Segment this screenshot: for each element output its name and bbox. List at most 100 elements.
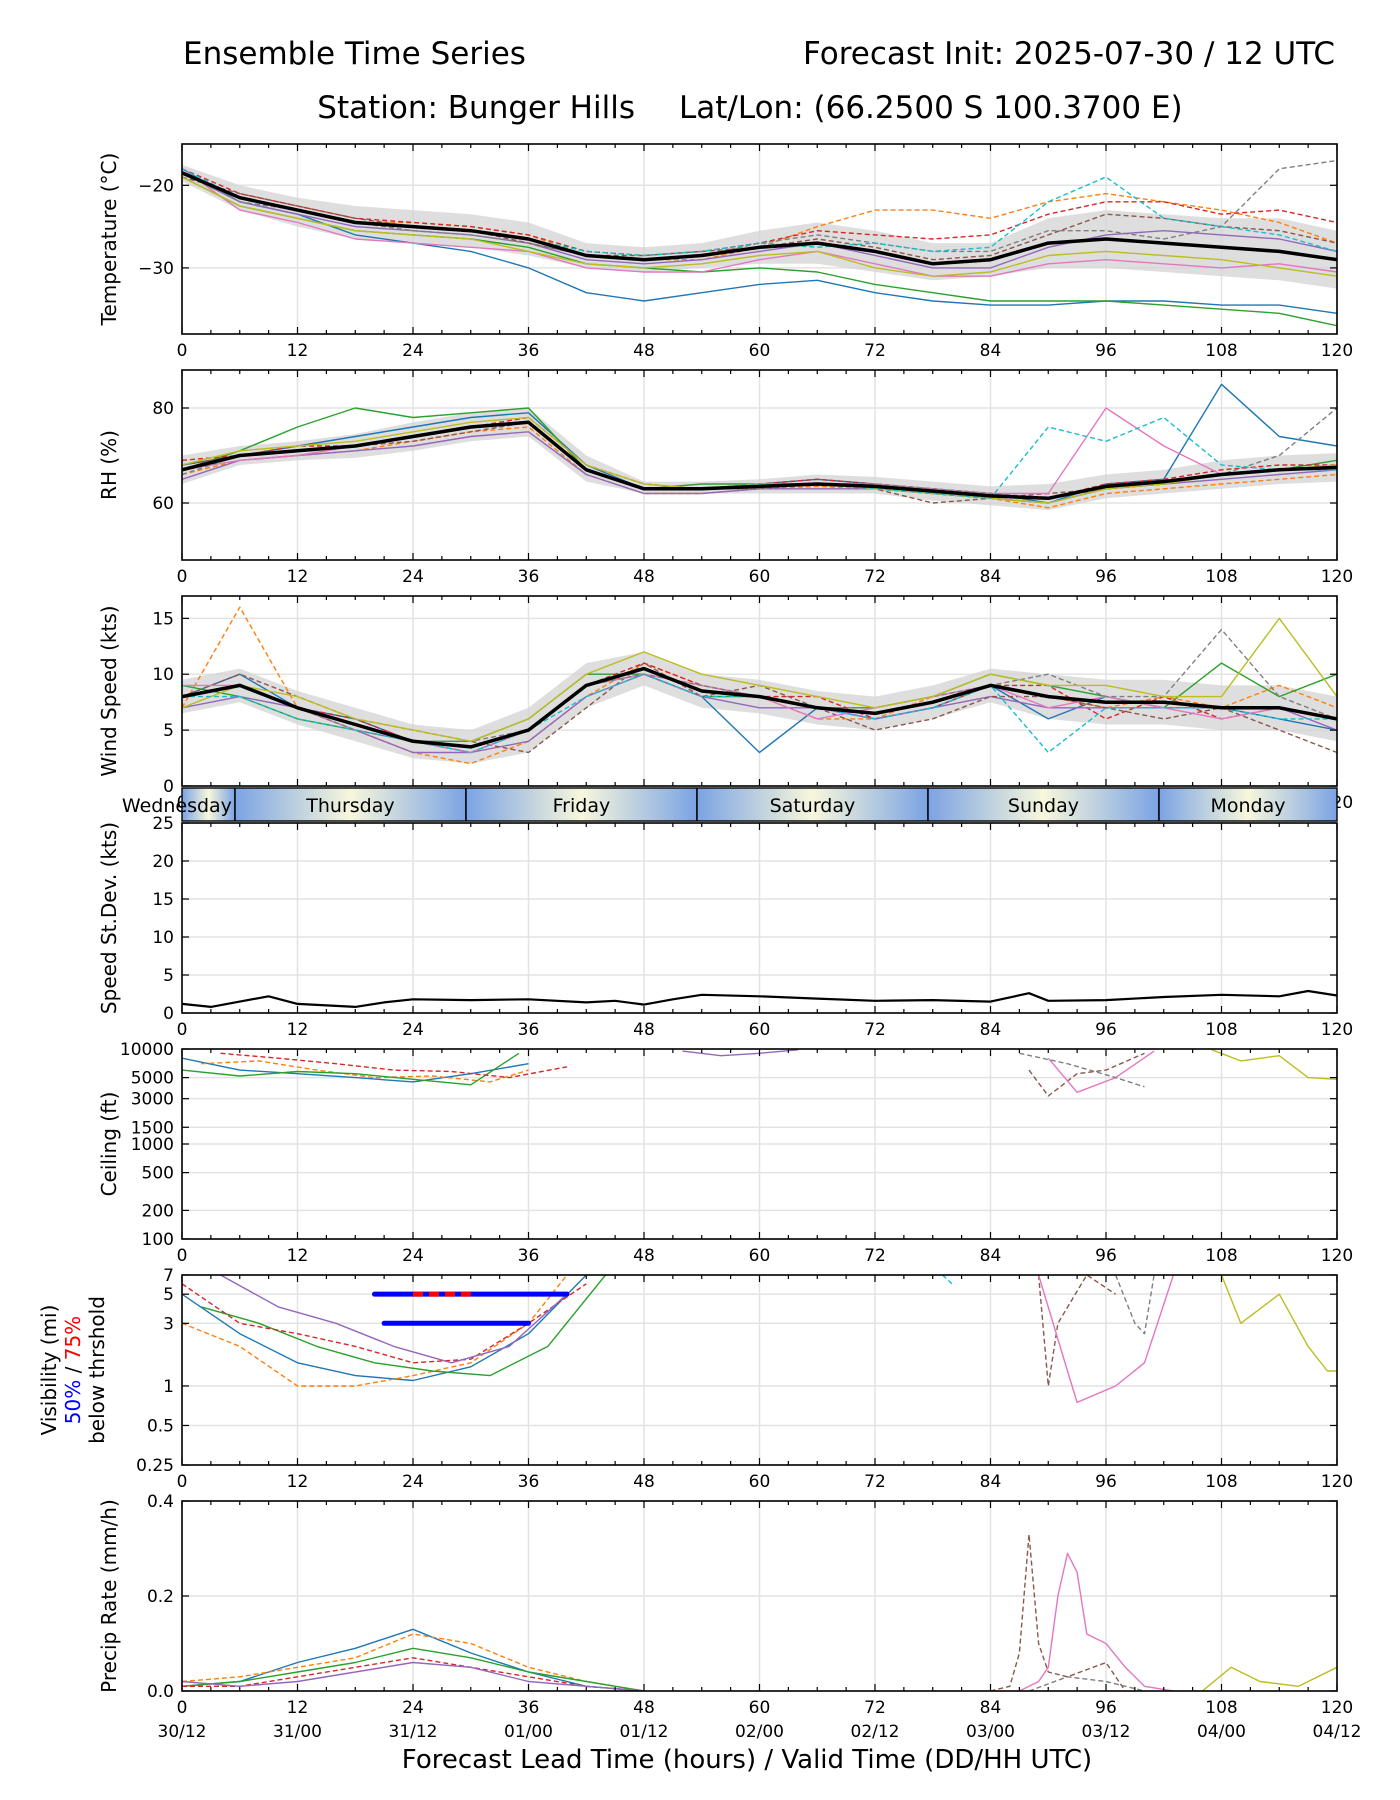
x-axis-label: Forecast Lead Time (hours) / Valid Time … <box>402 1745 1092 1775</box>
station-name: Station: Bunger Hills <box>317 90 635 126</box>
plot-area <box>182 1049 1337 1097</box>
valid-time-label: 02/00 <box>735 1722 784 1742</box>
member-line <box>182 1657 645 1691</box>
y-tick-label: 7 <box>163 1266 174 1286</box>
mean-line <box>182 171 1337 266</box>
x-tick-label: 24 <box>402 567 424 587</box>
y-axis-label: Ceiling (ft) <box>97 1092 121 1197</box>
day-label: Wednesday <box>122 795 232 817</box>
member-line <box>201 1275 607 1377</box>
member-line <box>201 1060 529 1083</box>
x-tick-label: 60 <box>749 1472 771 1492</box>
x-tick-label: 48 <box>633 341 655 361</box>
y-tick-label: 0.2 <box>147 1587 174 1607</box>
y-tick-label: −30 <box>138 259 174 279</box>
x-tick-label: 12 <box>287 1020 309 1040</box>
x-tick-label: 84 <box>980 1246 1002 1266</box>
y-tick-label: 1 <box>163 1377 174 1397</box>
y-tick-label: 15 <box>152 609 174 629</box>
x-tick-label: 48 <box>633 567 655 587</box>
y-axis-label: Temperature (°C) <box>97 153 121 327</box>
y-tick-label: 200 <box>142 1201 174 1221</box>
y-tick-label: −20 <box>138 176 174 196</box>
x-tick-label: 24 <box>402 1698 424 1718</box>
day-segment <box>696 788 928 821</box>
x-tick-label: 24 <box>402 1246 424 1266</box>
legend-sep: / <box>61 1360 85 1379</box>
y-tick-label: 5 <box>163 721 174 741</box>
legend-50: 50% <box>61 1380 85 1424</box>
x-tick-label: 0 <box>177 1698 188 1718</box>
y-tick-label: 500 <box>142 1164 174 1184</box>
x-tick-label: 84 <box>980 567 1002 587</box>
day-label: Saturday <box>770 795 856 817</box>
y-tick-label: 3000 <box>131 1090 174 1110</box>
y-tick-label: 5 <box>163 1285 174 1305</box>
y-tick-label: 0.4 <box>147 1492 174 1512</box>
y-tick-label: 0 <box>163 777 174 797</box>
visibility-panel: 0 12 24 36 48 60 72 84 96 108 120 0.25 0.5 1 3 57 Visibi… <box>37 1266 1353 1492</box>
valid-time-label: 04/12 <box>1313 1722 1362 1742</box>
member-line <box>182 168 1337 314</box>
x-tick-label: 36 <box>518 1020 540 1040</box>
x-tick-label: 120 <box>1321 1472 1353 1492</box>
figure-title: Ensemble Time Series <box>183 36 526 72</box>
y-tick-label: 0 <box>163 1004 174 1024</box>
member-line <box>1047 1050 1155 1093</box>
member-line <box>1220 1275 1337 1372</box>
day-strip-frame <box>181 787 1338 822</box>
x-tick-label: 72 <box>864 341 886 361</box>
valid-time-label: 01/00 <box>504 1722 553 1742</box>
member-line <box>182 1052 520 1086</box>
x-tick-label: 72 <box>864 1472 886 1492</box>
day-segment <box>182 788 235 821</box>
plot-area <box>182 383 1337 511</box>
y-tick-label: 1000 <box>131 1135 174 1155</box>
day-strip: Wednesday Thursday Friday Saturday Sunday Mon… <box>122 787 1338 822</box>
member-line <box>182 673 1337 754</box>
x-tick-label: 0 <box>177 1020 188 1040</box>
x-tick-label: 12 <box>287 567 309 587</box>
precip-rate-panel: 0 12 24 36 48 60 72 84 96 108 120 30/12 31/00 31/12 01… <box>97 1492 1362 1742</box>
member-line <box>182 172 1337 269</box>
y-axis-label: Wind Speed (kts) <box>97 605 121 776</box>
x-tick-label: 60 <box>749 341 771 361</box>
x-tick-label: 84 <box>980 341 1002 361</box>
x-tick-label: 0 <box>177 341 188 361</box>
valid-time-label: 03/00 <box>966 1722 1015 1742</box>
member-line <box>1019 1552 1174 1691</box>
stdev-line <box>182 989 1337 1008</box>
day-label: Monday <box>1210 795 1285 817</box>
member-line <box>1037 1275 1175 1404</box>
member-line <box>1028 1676 1145 1691</box>
y-axis-label: Visibility (mi) <box>37 1305 61 1436</box>
x-tick-label: 120 <box>1321 1020 1353 1040</box>
valid-time-label: 31/12 <box>389 1722 438 1742</box>
y-tick-label: 0.5 <box>147 1416 174 1436</box>
y-tick-label: 5000 <box>131 1069 174 1089</box>
x-tick-label: 96 <box>1095 1472 1117 1492</box>
day-label: Sunday <box>1008 795 1079 817</box>
y-tick-label: 1500 <box>131 1118 174 1138</box>
plot-area <box>182 1275 1337 1404</box>
forecast-init: Forecast Init: 2025-07-30 / 12 UTC <box>803 36 1335 72</box>
member-line <box>682 1049 799 1057</box>
x-tick-label: 36 <box>518 341 540 361</box>
valid-time-label: 30/12 <box>158 1722 207 1742</box>
day-label: Thursday <box>305 795 394 817</box>
rh-panel: 0 12 24 36 48 60 72 84 96 108 120 60 80 RH (%) <box>97 369 1353 587</box>
valid-time-label: 02/12 <box>851 1722 900 1742</box>
member-line <box>182 168 1337 257</box>
member-line <box>1037 1275 1116 1387</box>
x-tick-label: 60 <box>749 567 771 587</box>
x-tick-label: 0 <box>177 1472 188 1492</box>
plot-area <box>182 606 1337 765</box>
member-line <box>220 1275 568 1364</box>
x-tick-label: 108 <box>1205 341 1237 361</box>
x-tick-label: 24 <box>402 341 424 361</box>
x-tick-label: 72 <box>864 1698 886 1718</box>
member-line <box>1114 1275 1155 1335</box>
plot-area <box>182 989 1337 1008</box>
member-line <box>182 1283 587 1364</box>
x-tick-label: 48 <box>633 1020 655 1040</box>
